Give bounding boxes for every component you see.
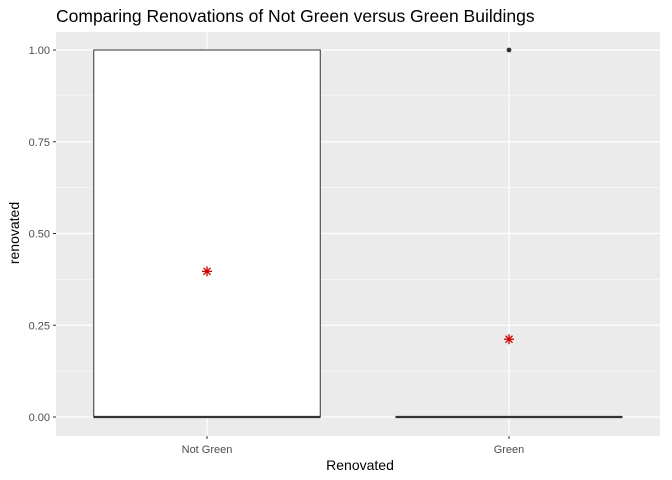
box-green bbox=[395, 47, 623, 419]
mean-marker-stroke bbox=[505, 335, 513, 344]
outlier-point bbox=[506, 47, 512, 53]
chart-title: Comparing Renovations of Not Green versu… bbox=[56, 6, 535, 26]
x-tick-label: Green bbox=[494, 444, 525, 456]
y-tick-label: 1.00 bbox=[29, 45, 50, 57]
box-body bbox=[93, 49, 321, 418]
y-axis-title: renovated bbox=[6, 202, 22, 264]
y-axis: 0.00 0.25 0.50 0.75 1.00 bbox=[29, 45, 56, 424]
mean-marker bbox=[504, 334, 514, 345]
mean-marker-stroke bbox=[203, 267, 211, 276]
box-layer bbox=[93, 47, 623, 419]
mean-marker bbox=[202, 266, 212, 277]
x-axis-title: Renovated bbox=[326, 457, 394, 473]
x-tick-label: Not Green bbox=[182, 444, 233, 456]
y-tick-label: 0.75 bbox=[29, 137, 50, 149]
y-tick-label: 0.50 bbox=[29, 229, 50, 241]
y-tick-label: 0.00 bbox=[29, 412, 50, 424]
x-axis: Not Green Green bbox=[182, 436, 525, 456]
box-not-green bbox=[93, 49, 321, 419]
y-tick-label: 0.25 bbox=[29, 320, 50, 332]
